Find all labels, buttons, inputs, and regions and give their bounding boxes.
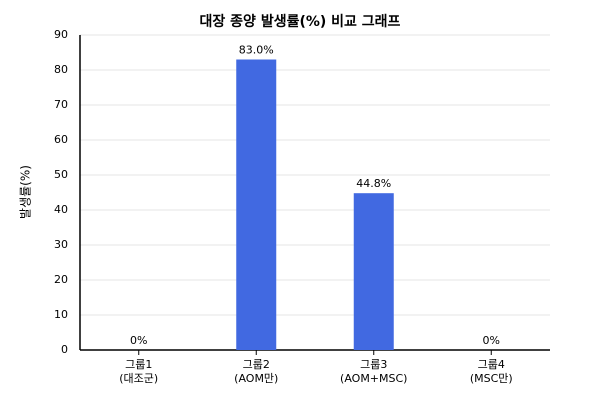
y-tick-label: 60 — [54, 133, 68, 146]
y-tick-label: 20 — [54, 273, 68, 286]
y-tick-label: 80 — [54, 63, 68, 76]
y-tick-label: 10 — [54, 308, 68, 321]
y-tick-label: 70 — [54, 98, 68, 111]
y-axis-label: 발생률(%) — [19, 165, 33, 219]
x-tick-label: 그룹4 (MSC만) — [469, 358, 513, 385]
y-tick-label: 0 — [61, 343, 68, 356]
value-label: 83.0% — [239, 44, 274, 57]
y-tick-label: 40 — [54, 203, 68, 216]
bar — [353, 193, 394, 350]
bar — [236, 59, 277, 350]
value-label: 0% — [130, 334, 147, 347]
value-label: 0% — [483, 334, 500, 347]
x-tick-label: 그룹3 (AOM+MSC) — [340, 358, 408, 385]
y-tick-label: 30 — [54, 238, 68, 251]
chart-title: 대장 종양 발생률(%) 비교 그래프 — [200, 13, 401, 30]
value-label: 44.8% — [356, 177, 391, 190]
y-tick-label: 50 — [54, 168, 68, 181]
x-tick-label: 그룹1 (대조군) — [119, 358, 159, 385]
x-tick-label: 그룹2 (AOM만) — [234, 358, 279, 385]
y-tick-label: 90 — [54, 28, 68, 41]
